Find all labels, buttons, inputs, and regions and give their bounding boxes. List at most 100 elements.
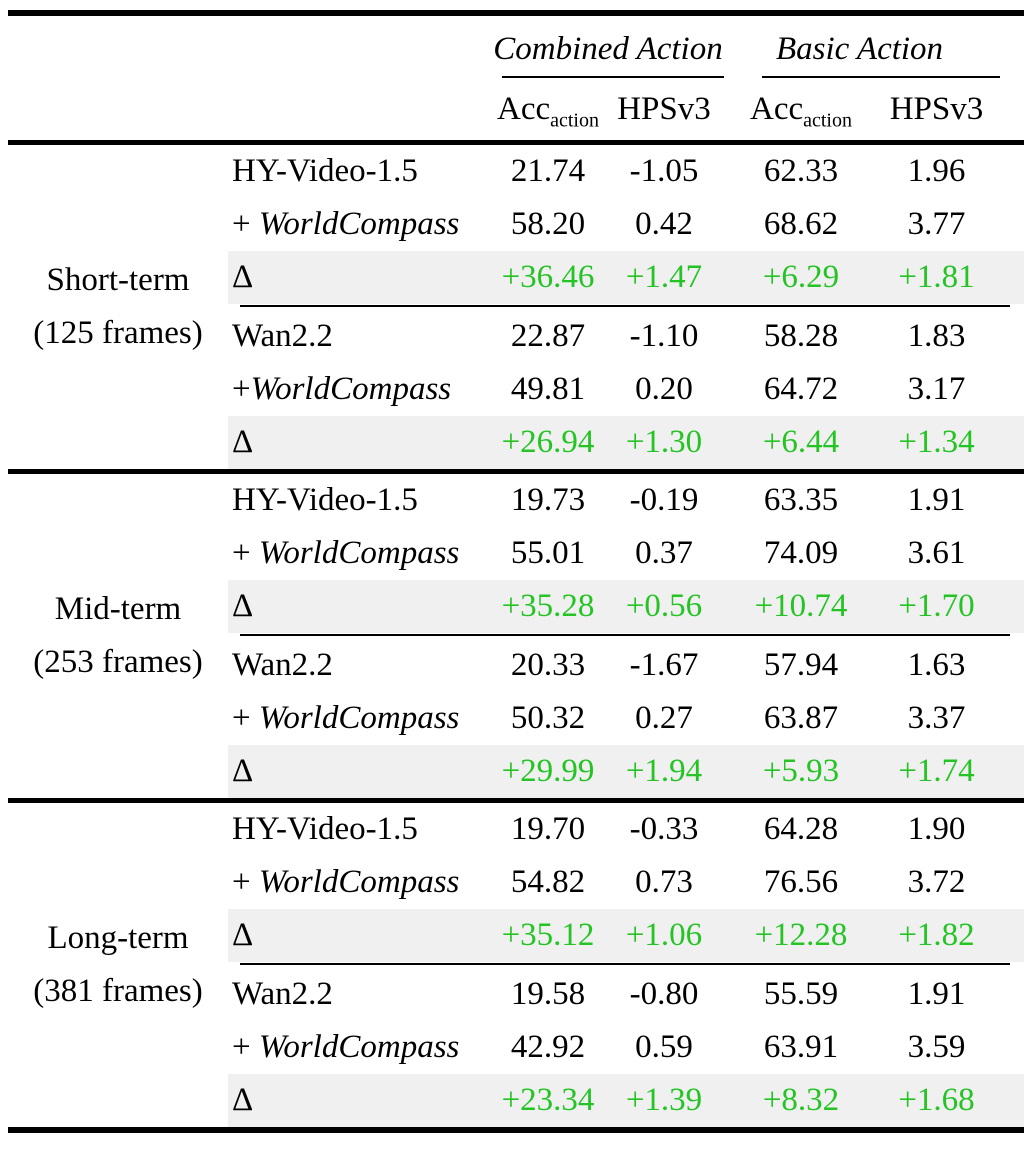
model-label: WorldCompass: [250, 371, 452, 407]
data-row: Wan2.2 22.87 -1.10 58.28 1.83: [228, 310, 1024, 363]
delta-value-cell: +1.06: [625, 917, 703, 953]
metric-value-cell: 42.92: [510, 1029, 586, 1065]
metric-value-cell: 1.96: [907, 153, 966, 189]
basic-action-underline-rule: [762, 76, 1000, 78]
metric-value-cell: 1.83: [907, 318, 966, 354]
delta-row: Δ +36.46 +1.47 +6.29 +1.81: [228, 251, 1024, 304]
delta-value-cell: +1.30: [625, 424, 703, 460]
data-row: Wan2.2 20.33 -1.67 57.94 1.63: [228, 639, 1024, 692]
model-label: WorldCompass: [258, 535, 460, 571]
model-name: + WorldCompass: [228, 535, 492, 572]
model-name: HY-Video-1.5: [228, 482, 492, 519]
model-prefix: +: [232, 371, 251, 407]
metric-value-cell: 58.28: [763, 318, 839, 354]
block-divider-rule: [240, 963, 1010, 965]
section-label-term: Mid-term: [54, 591, 182, 628]
delta-row: Δ +29.99 +1.94 +5.93 +1.74: [228, 745, 1024, 798]
section-label-term: Short-term: [46, 262, 190, 299]
delta-value-cell: +35.28: [501, 588, 595, 624]
data-row: HY-Video-1.5 19.70 -0.33 64.28 1.90: [228, 803, 1024, 856]
model-label: Δ: [232, 588, 254, 624]
metric-value-cell: 20.33: [510, 647, 586, 683]
model-label: Wan2.2: [232, 647, 333, 683]
metric-value-cell: 64.28: [763, 811, 839, 847]
metric-value-cell: 22.87: [510, 318, 586, 354]
metric-value-cell: 1.63: [907, 647, 966, 683]
delta-value-cell: +1.94: [625, 753, 703, 789]
metric-value-cell: 57.94: [763, 647, 839, 683]
section-label: Mid-term (253 frames): [8, 474, 228, 798]
metric-value-cell: 63.91: [763, 1029, 839, 1065]
block-divider-rule: [240, 305, 1010, 307]
delta-value-cell: +1.82: [898, 917, 975, 953]
delta-value-cell: +1.47: [625, 259, 703, 295]
acc-subscript: action: [550, 109, 599, 132]
model-label: WorldCompass: [258, 864, 460, 900]
metric-value-cell: 0.42: [635, 206, 693, 242]
delta-symbol: Δ: [228, 753, 492, 790]
metric-value-cell: 3.61: [907, 535, 966, 571]
section-mid-term: Mid-term (253 frames) HY-Video-1.5 19.73 -0.…: [8, 474, 1024, 798]
table-bottom-rule: [8, 1127, 1024, 1133]
delta-value-cell: +6.29: [762, 259, 840, 295]
data-row: + WorldCompass 54.82 0.73 76.56 3.72: [228, 856, 1024, 909]
header-group-row: Combined Action Basic Action: [8, 16, 1024, 76]
model-prefix: +: [232, 1029, 259, 1065]
delta-value-cell: +1.70: [898, 588, 975, 624]
section-label-term: Long-term: [47, 920, 189, 957]
header-metric-row: Accaction HPSv3 Accaction HPSv3: [8, 78, 1024, 140]
metric-value-cell: 0.20: [635, 371, 693, 407]
model-label: Δ: [232, 753, 254, 789]
metric-value-cell: 76.56: [763, 864, 839, 900]
delta-symbol: Δ: [228, 588, 492, 625]
metric-value-cell: 49.81: [510, 371, 586, 407]
delta-value-cell: +1.39: [625, 1082, 703, 1118]
delta-symbol: Δ: [228, 1082, 492, 1119]
model-name: +WorldCompass: [228, 371, 492, 408]
delta-value-cell: +6.44: [762, 424, 840, 460]
metric-value-cell: 74.09: [763, 535, 839, 571]
metric-value-cell: 54.82: [510, 864, 586, 900]
delta-row: Δ +26.94 +1.30 +6.44 +1.34: [228, 416, 1024, 469]
model-label: Δ: [232, 259, 254, 295]
data-row: Wan2.2 19.58 -0.80 55.59 1.91: [228, 968, 1024, 1021]
delta-value-cell: +26.94: [501, 424, 595, 460]
metric-value-cell: 62.33: [763, 153, 839, 189]
metric-value-cell: -0.33: [629, 811, 699, 847]
delta-value-cell: +5.93: [762, 753, 840, 789]
combined-action-underline-rule: [502, 76, 724, 78]
metric-value-cell: 0.59: [635, 1029, 693, 1065]
header-bottom-rule: [8, 140, 1024, 145]
model-prefix: +: [232, 864, 259, 900]
metric-value-cell: 58.20: [510, 206, 586, 242]
data-row: + WorldCompass 55.01 0.37 74.09 3.61: [228, 527, 1024, 580]
delta-row: Δ +35.12 +1.06 +12.28 +1.82: [228, 909, 1024, 962]
delta-value-cell: +36.46: [501, 259, 595, 295]
metric-value-cell: 19.73: [510, 482, 586, 518]
delta-symbol: Δ: [228, 259, 492, 296]
model-name: Wan2.2: [228, 647, 492, 684]
delta-value-cell: +10.74: [754, 588, 848, 624]
model-name: Wan2.2: [228, 318, 492, 355]
model-label: WorldCompass: [258, 700, 460, 736]
delta-value-cell: +0.56: [625, 588, 703, 624]
model-label: Wan2.2: [232, 318, 333, 354]
metric-value-cell: -1.67: [629, 647, 699, 683]
section-long-term: Long-term (381 frames) HY-Video-1.5 19.70 -0…: [8, 803, 1024, 1127]
column-group-combined-action: Combined Action: [493, 30, 723, 67]
section-rows: HY-Video-1.5 19.70 -0.33 64.28 1.90 + WorldCo…: [228, 803, 1024, 1127]
delta-value-cell: +23.34: [501, 1082, 595, 1118]
delta-value-cell: +1.74: [898, 753, 975, 789]
metric-value-cell: 0.27: [635, 700, 693, 736]
metric-value-cell: 55.59: [763, 976, 839, 1012]
metric-value-cell: 55.01: [510, 535, 586, 571]
metric-value-cell: 1.91: [907, 482, 966, 518]
section-label-frames: (381 frames): [33, 973, 203, 1009]
delta-value-cell: +29.99: [501, 753, 595, 789]
column-group-basic-action: Basic Action: [775, 30, 944, 67]
section-label: Long-term (381 frames): [8, 803, 228, 1127]
model-label: Wan2.2: [232, 976, 333, 1012]
model-name: + WorldCompass: [228, 864, 492, 901]
section-label: Short-term (125 frames): [8, 145, 228, 469]
delta-value-cell: +1.34: [898, 424, 975, 460]
